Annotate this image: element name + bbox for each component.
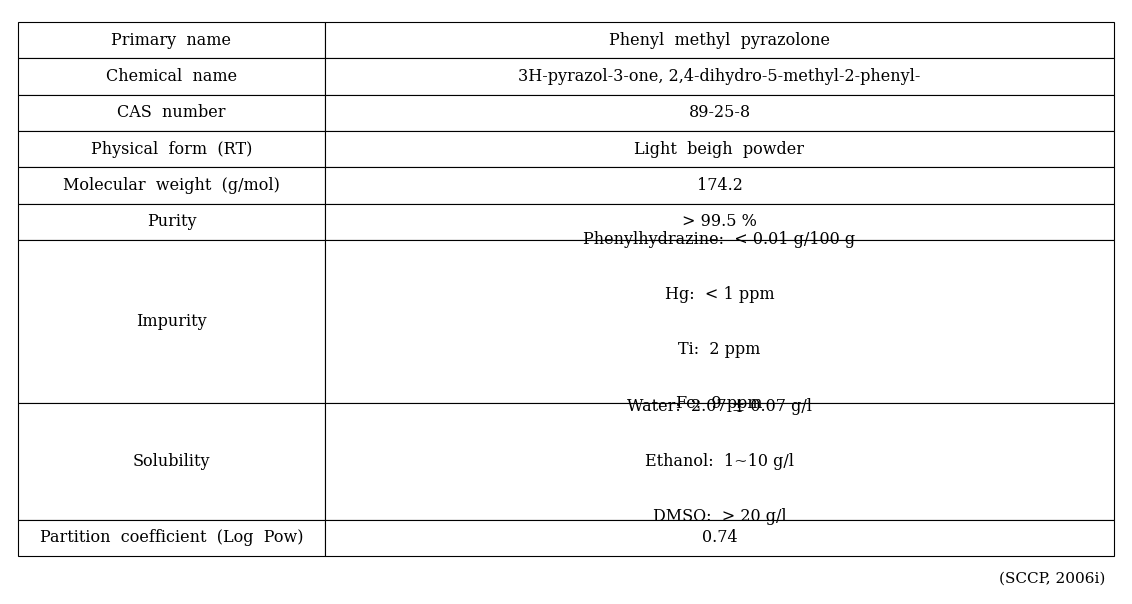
Bar xyxy=(18,131,325,167)
Text: Chemical  name: Chemical name xyxy=(106,68,237,85)
Bar xyxy=(325,403,1114,519)
Bar xyxy=(325,167,1114,204)
Bar xyxy=(325,22,1114,59)
Bar xyxy=(325,240,1114,403)
Text: Light  beigh  powder: Light beigh powder xyxy=(634,141,805,158)
Bar xyxy=(18,167,325,204)
Text: Primary  name: Primary name xyxy=(111,31,231,49)
Bar xyxy=(18,95,325,131)
Text: Water:  2.07 ± 0.07 g/l

Ethanol:  1~10 g/l

DMSO:  > 20 g/l: Water: 2.07 ± 0.07 g/l Ethanol: 1~10 g/l… xyxy=(627,398,812,525)
Bar xyxy=(18,22,325,59)
Text: CAS  number: CAS number xyxy=(118,104,225,121)
Bar xyxy=(18,204,325,240)
Text: Purity: Purity xyxy=(147,213,196,230)
Text: (SCCP, 2006i): (SCCP, 2006i) xyxy=(998,572,1105,586)
Text: Solubility: Solubility xyxy=(132,453,211,470)
Text: Molecular  weight  (g/mol): Molecular weight (g/mol) xyxy=(63,177,280,194)
Bar xyxy=(18,59,325,95)
Text: 174.2: 174.2 xyxy=(696,177,743,194)
Text: Impurity: Impurity xyxy=(136,313,207,330)
Text: 3H-pyrazol-3-one, 2,4-dihydro-5-methyl-2-phenyl-: 3H-pyrazol-3-one, 2,4-dihydro-5-methyl-2… xyxy=(518,68,920,85)
Text: Physical  form  (RT): Physical form (RT) xyxy=(91,141,252,158)
Bar xyxy=(18,403,325,519)
Text: > 99.5 %: > 99.5 % xyxy=(681,213,757,230)
Bar xyxy=(325,59,1114,95)
Bar xyxy=(325,519,1114,556)
Text: 0.74: 0.74 xyxy=(702,529,737,547)
Text: Phenylhydrazine:  < 0.01 g/100 g

Hg:  < 1 ppm

Ti:  2 ppm

Fe:  9 ppm: Phenylhydrazine: < 0.01 g/100 g Hg: < 1 … xyxy=(583,231,856,413)
Text: Partition  coefficient  (Log  Pow): Partition coefficient (Log Pow) xyxy=(40,529,303,547)
Bar xyxy=(18,240,325,403)
Bar xyxy=(325,204,1114,240)
Text: 89-25-8: 89-25-8 xyxy=(688,104,751,121)
Bar xyxy=(325,95,1114,131)
Bar xyxy=(18,519,325,556)
Bar xyxy=(325,131,1114,167)
Text: Phenyl  methyl  pyrazolone: Phenyl methyl pyrazolone xyxy=(609,31,830,49)
